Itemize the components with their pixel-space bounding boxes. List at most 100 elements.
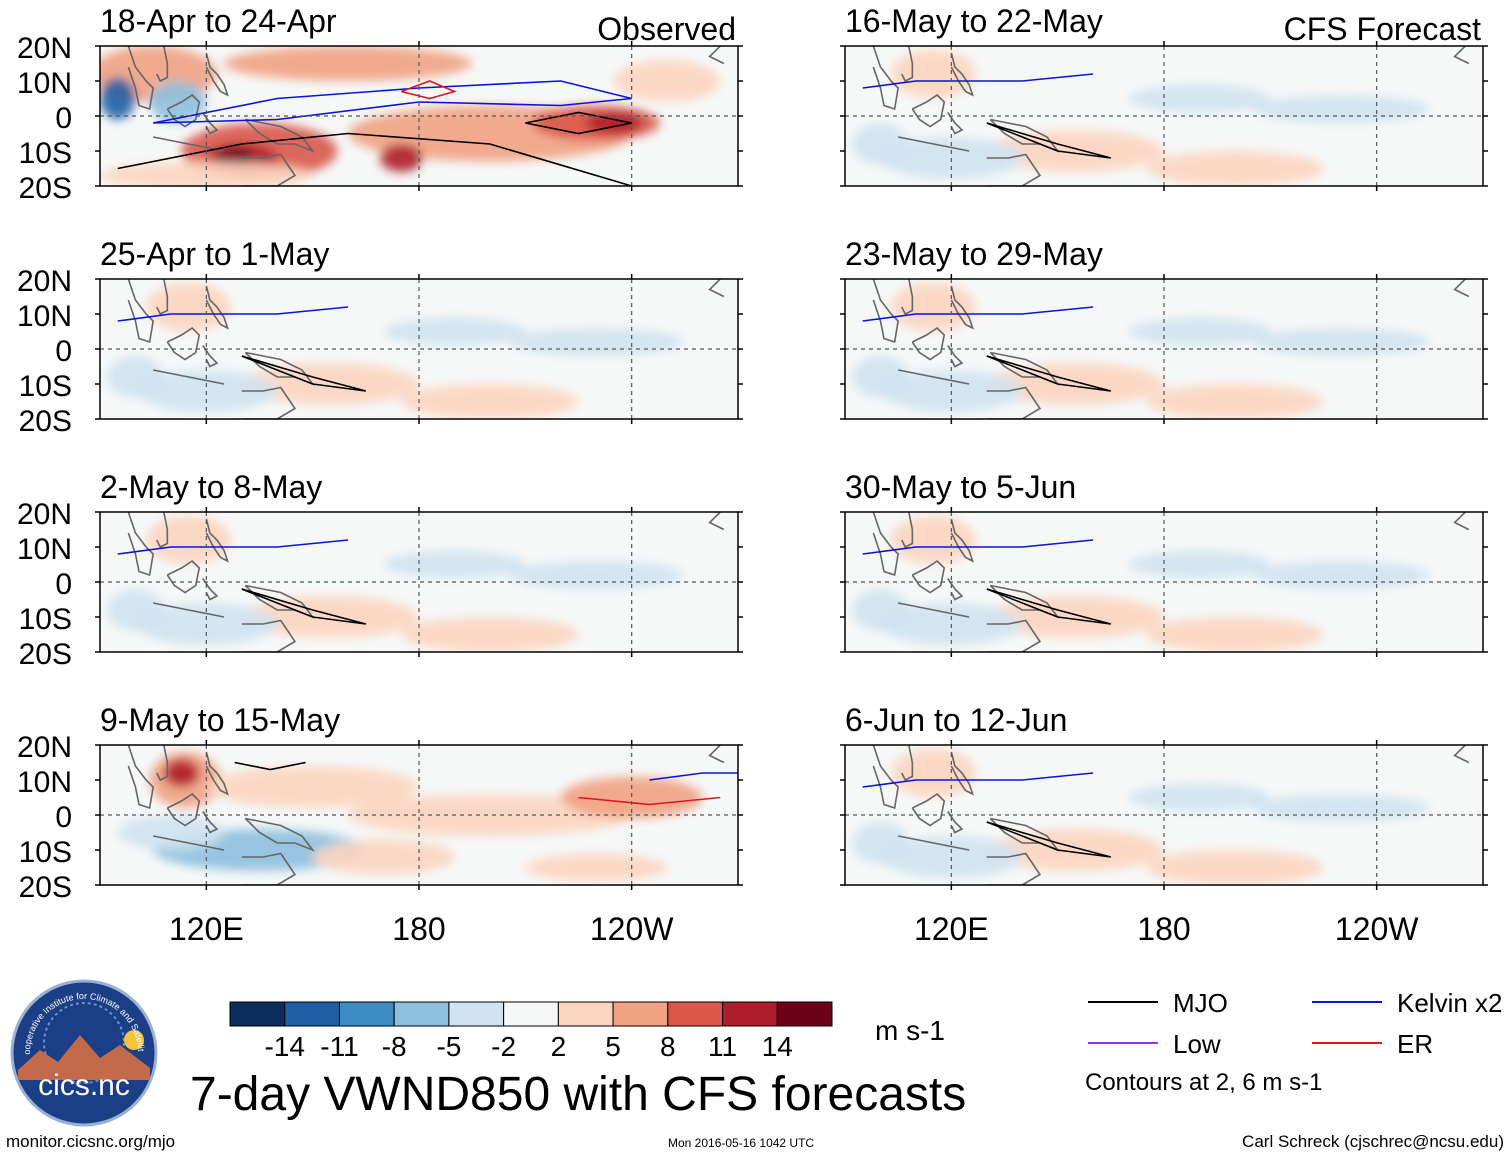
anomaly-blob [117,815,225,850]
lat-tick-label: 10N [17,300,72,333]
coastline [166,559,201,594]
coastline [202,112,219,135]
lat-tick-label: 0 [55,801,72,834]
colorbar-label: 14 [762,1031,793,1062]
author-credit: Carl Schreck (cjschrec@ncsu.edu) [1242,1132,1504,1151]
lon-tick-label: 120E [914,911,989,947]
anomaly-blob [383,550,526,579]
contour-line [234,761,306,771]
coastline [205,518,229,563]
column-label: CFS Forecast [1284,11,1481,47]
panel-title: 25-Apr to 1-May [100,236,329,272]
colorbar-swatch [448,1001,505,1027]
lat-tick-label: 10N [17,67,72,100]
coastline [986,386,1042,419]
coastline [1453,46,1470,65]
contour-line [578,796,721,806]
map-panel: 23-May to 29-May [840,236,1488,424]
lat-tick-label: 10S [19,370,72,403]
coastline [155,279,169,316]
panel-title: 6-Jun to 12-Jun [845,702,1067,738]
lat-tick-label: 20N [17,32,72,65]
colorbar-swatch [612,1001,669,1027]
lat-tick-label: 20S [19,871,72,904]
anomaly-blob [206,766,419,808]
anomaly-blob [224,46,473,81]
colorbar-label: 2 [551,1031,567,1062]
contour-line [241,588,367,625]
lat-tick-label: 20N [17,498,72,531]
coastline [872,46,900,111]
anomaly-blob [401,617,579,652]
coastline [1453,745,1470,764]
colorbar-label: -14 [264,1031,304,1062]
contour-line [862,73,1094,89]
coastline [900,745,914,782]
coastline [898,602,970,618]
anomaly-blob [1146,617,1324,652]
anomaly-blob [891,748,977,798]
anomaly-blob [149,81,207,123]
website-link[interactable]: monitor.cicsnc.org/mjo [6,1132,176,1151]
coastline [153,602,225,618]
anomaly-blob [312,839,455,875]
coastline [947,578,964,601]
colorbar-label: -2 [491,1031,516,1062]
anomaly-blob [1252,328,1430,356]
coastline [127,512,155,577]
coastline [950,52,974,97]
anomaly-blob [163,759,200,787]
coastline [166,326,201,361]
lat-tick-label: 20S [19,405,72,438]
anomaly-field [852,279,1470,419]
map-panel: 16-May to 22-May CFS Forecast [840,3,1488,191]
coastline [127,279,155,344]
legend-label: Kelvin x2 [1397,988,1503,1018]
coastline [708,745,725,764]
contour-line [525,111,632,135]
coastline [708,279,725,298]
colorbar-swatch [503,1001,559,1027]
lat-tick-label: 20S [19,172,72,205]
contour-line [986,588,1112,625]
contour-line [986,355,1112,392]
contour-line [986,821,1112,858]
anomaly-blob [1128,550,1271,579]
anomaly-blob [380,144,423,172]
coastline [127,745,155,810]
coastline [155,512,169,549]
colorbar-swatch [393,1001,450,1027]
colorbar-swatch [667,1001,724,1027]
lon-tick-label: 180 [392,911,445,947]
lat-tick-label: 0 [55,102,72,135]
anomaly-blob [1128,84,1271,113]
coastline [155,745,169,782]
anomaly-blob [613,60,721,102]
anomaly-field [100,46,725,186]
anomaly-blob [107,356,164,398]
coastline [241,852,297,885]
anomaly-blob [107,589,164,631]
anomaly-blob [100,161,313,186]
lat-tick-label: 10S [19,836,72,869]
figure-title: 7-day VWND850 with CFS forecasts [190,1068,967,1121]
timestamp: Mon 2016-05-16 1042 UTC [668,1136,815,1150]
coastline [244,817,316,852]
anomaly-blob [100,77,136,120]
coastline [153,835,225,851]
colorbar-label: 11 [708,1031,737,1062]
contour-line [862,539,1094,555]
coastline [947,112,964,135]
coastline [950,285,974,330]
anomaly-blob [1146,151,1324,186]
anomaly-field [852,46,1470,186]
anomaly-blob [891,49,977,99]
lat-tick-label: 0 [55,568,72,601]
coastline [205,751,229,796]
anomaly-blob [507,328,685,356]
coastline [986,153,1042,186]
colorbar-units: m s-1 [875,1015,945,1046]
